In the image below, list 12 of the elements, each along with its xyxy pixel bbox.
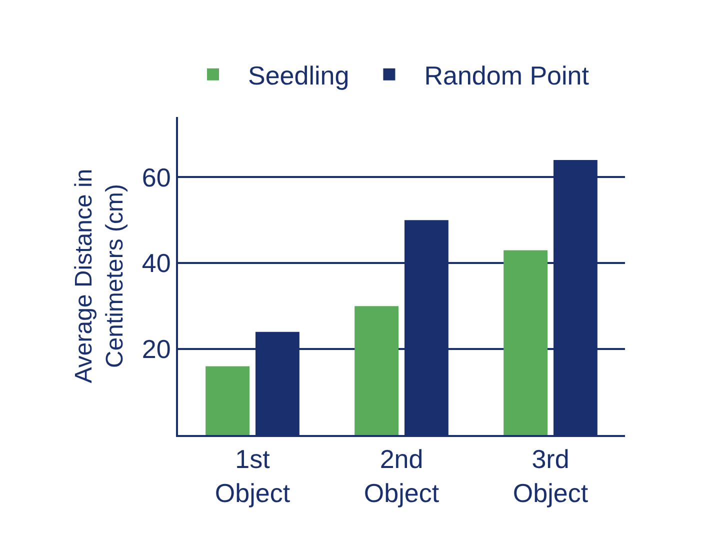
legend-label: Seedling (248, 60, 350, 90)
y-tick-label: 40 (142, 248, 171, 278)
y-axis-title: Average Distance in Centimeters (cm) (70, 168, 128, 384)
legend-label: Random Point (424, 60, 590, 90)
y-tick-label: 20 (142, 334, 171, 364)
bar (504, 250, 548, 435)
bar (354, 306, 399, 435)
x-tick-label: 2nd Object (364, 444, 440, 508)
bar (206, 366, 250, 435)
x-tick-label: 3rd Object (512, 444, 589, 508)
y-tick-label: 60 (142, 162, 171, 192)
x-tick-label: 1st Object (214, 444, 291, 508)
